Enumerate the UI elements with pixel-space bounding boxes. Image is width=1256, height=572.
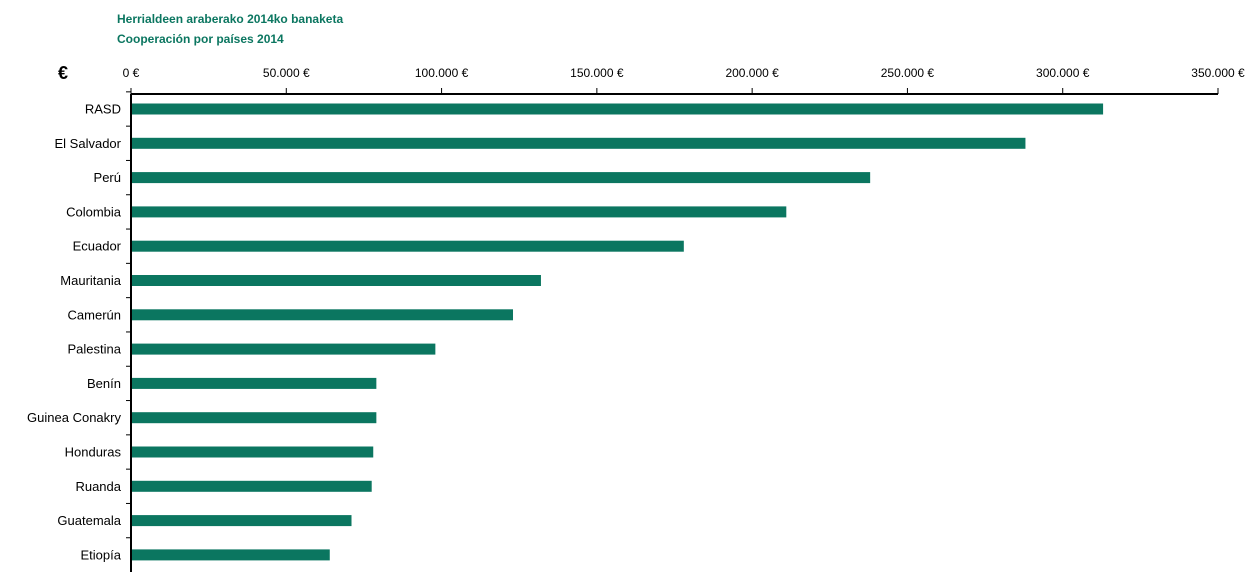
chart-title-spanish: Cooperación por países 2014 bbox=[117, 32, 284, 46]
category-label: Benín bbox=[87, 376, 121, 391]
x-tick-label: 200.000 € bbox=[725, 66, 779, 80]
x-tick-label: 250.000 € bbox=[881, 66, 935, 80]
category-label: Honduras bbox=[65, 445, 122, 460]
x-tick-label: 350.000 € bbox=[1191, 66, 1245, 80]
bar bbox=[132, 103, 1104, 115]
category-label: Camerún bbox=[68, 307, 121, 322]
bar bbox=[132, 240, 684, 252]
bar bbox=[132, 412, 377, 424]
x-tick-label: 50.000 € bbox=[263, 66, 310, 80]
x-tick-label: 100.000 € bbox=[415, 66, 469, 80]
bar bbox=[132, 275, 541, 286]
category-label: Guinea Conakry bbox=[27, 410, 121, 425]
category-label: Etiopía bbox=[81, 547, 122, 562]
x-tick-label: 0 € bbox=[123, 66, 140, 80]
category-label: Guatemala bbox=[57, 513, 121, 528]
bar bbox=[132, 137, 1026, 149]
x-tick-label: 150.000 € bbox=[570, 66, 624, 80]
bar bbox=[132, 446, 374, 458]
category-label: Palestina bbox=[68, 342, 122, 357]
category-label: Ruanda bbox=[75, 479, 121, 494]
bar bbox=[132, 515, 352, 527]
category-label: El Salvador bbox=[55, 136, 122, 151]
bar bbox=[132, 480, 372, 492]
chart-title-basque: Herrialdeen araberako 2014ko banaketa bbox=[117, 12, 344, 26]
bar bbox=[132, 343, 436, 355]
category-label: Colombia bbox=[66, 204, 122, 219]
bar bbox=[132, 377, 377, 389]
bar bbox=[132, 206, 787, 218]
category-label: Ecuador bbox=[73, 239, 122, 254]
category-label: RASD bbox=[85, 102, 121, 117]
x-tick-label: 300.000 € bbox=[1036, 66, 1090, 80]
category-label: Perú bbox=[94, 170, 121, 185]
currency-symbol: € bbox=[58, 63, 69, 83]
category-label: Mauritania bbox=[60, 273, 121, 288]
bar bbox=[132, 549, 330, 561]
bar bbox=[132, 309, 514, 321]
bar bbox=[132, 172, 871, 184]
